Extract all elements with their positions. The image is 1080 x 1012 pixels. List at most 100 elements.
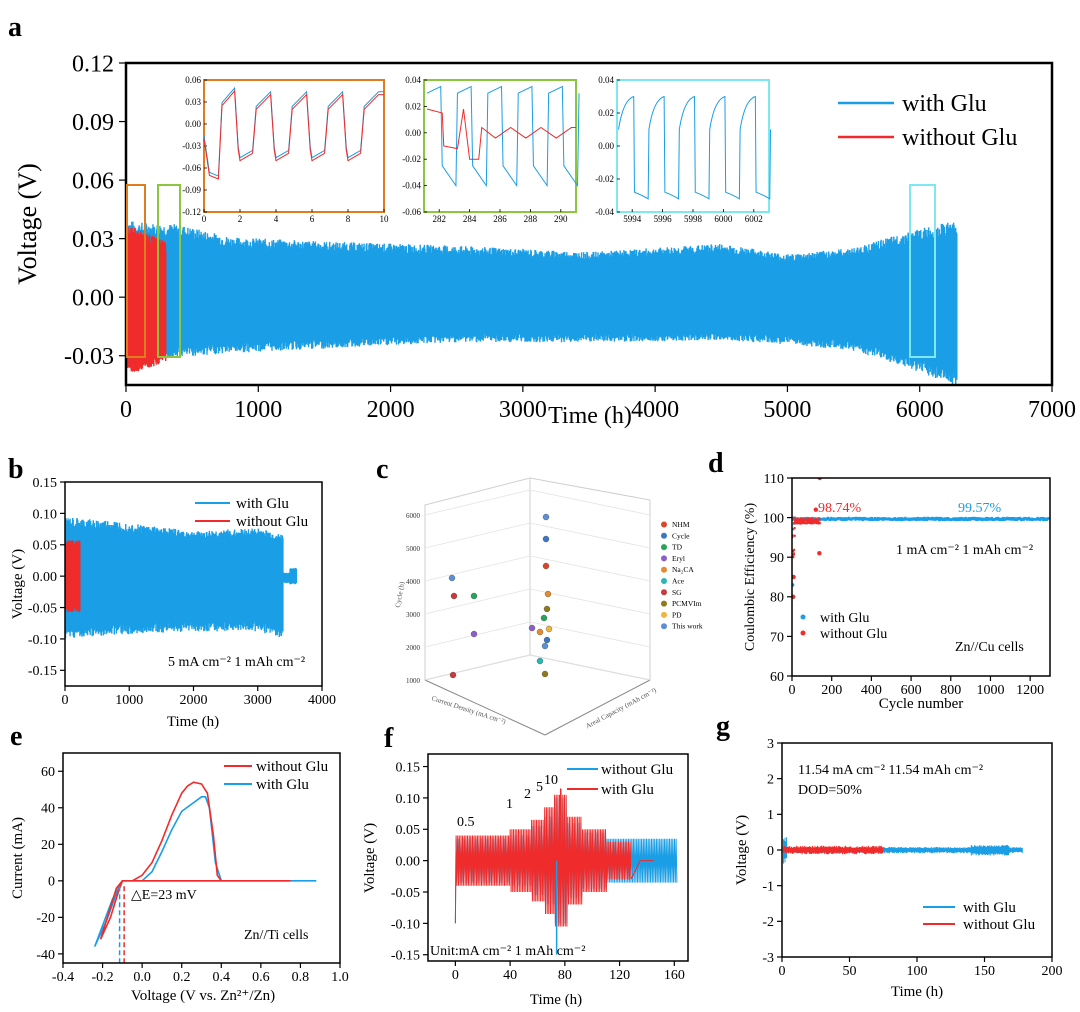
- z-tick-label: 5000: [406, 545, 421, 553]
- scatter-point: [541, 642, 549, 650]
- y-tick-label: 0.05: [33, 539, 58, 554]
- legend-marker: [661, 521, 667, 528]
- panel-c-zticks: 6000 5000 4000 3000 2000 1000: [406, 512, 421, 685]
- y-tick-label: 110: [764, 472, 784, 487]
- legend-b-noglu: without Glu: [236, 514, 309, 530]
- y-tick-label: 70: [770, 630, 784, 645]
- inset-y-tick-label: 0.02: [405, 101, 421, 111]
- y-tick-label: 90: [770, 551, 784, 566]
- x-tick-label: 3000: [499, 397, 547, 423]
- inset-y-tick-label: 0.00: [598, 141, 614, 151]
- y-tick-label: 0.06: [72, 168, 114, 194]
- panel-f-frame: [427, 753, 689, 962]
- y-tick-label: 80: [770, 591, 784, 606]
- scatter-point: [544, 590, 552, 598]
- panel-a-legend: with Glu without Glu: [838, 91, 1017, 151]
- inset-x-tick-label: 10: [380, 214, 390, 224]
- panel-g-series: [782, 837, 1023, 864]
- y-tick-label: 1: [767, 808, 774, 823]
- grid-line: [424, 555, 531, 582]
- y-tick-label: 0.03: [72, 227, 114, 253]
- legend-label: PD: [672, 610, 682, 619]
- panel-f-ylabel: Voltage (V): [362, 823, 378, 893]
- inset-y-tick-label: -0.02: [595, 174, 614, 184]
- y-tick-label: 0.09: [72, 110, 114, 136]
- panel-label-c: c: [376, 454, 388, 485]
- x-tick-label: -0.4: [52, 970, 74, 985]
- y-tick-label: -0.15: [391, 949, 420, 964]
- inset-1-frame: [203, 79, 385, 213]
- panel-g: 0 50 100 150 200 3 2 1 0 -1 -2 -3 Time (h) Voltage …: [734, 737, 1063, 1000]
- inset-x-tick-label: 0: [202, 214, 207, 224]
- x-tick-label: 160: [664, 968, 685, 983]
- y-tick-label: 0.00: [396, 855, 421, 870]
- scatter-point: [542, 535, 550, 543]
- panel-c-legend: NHM Cycle TD Eryl Na₂CA Ace SG PCMVIm PD This wor…: [661, 520, 703, 631]
- rate-label-10: 10: [544, 773, 558, 788]
- panel-f: 0 40 80 120 160 0.15 0.10 0.05 0.00 -0.05 -0.10 -0.…: [362, 753, 689, 1008]
- x-tick-label: 1.0: [331, 970, 349, 985]
- legend-d-glu: with Glu: [820, 611, 869, 626]
- inset-x-tick-label: 6000: [714, 214, 733, 224]
- y-tick-label: -1: [762, 880, 774, 895]
- z-tick-label: 3000: [406, 611, 421, 619]
- panel-g-ylabel: Voltage (V): [734, 815, 750, 885]
- inset-y-tick-label: -0.06: [182, 163, 201, 173]
- legend-label: PCMVIm: [672, 599, 702, 608]
- inset-2: 282 284 286 288 290 0.04 0.02 0.00 -0.02 -0.04 -0.…: [402, 75, 580, 224]
- x-tick-label: 1000: [976, 683, 1004, 698]
- y-tick-label: 40: [41, 802, 55, 817]
- legend-label: Ace: [672, 577, 685, 586]
- panel-a: 0 1000 2000 3000 4000 5000 6000 7000 -0.03 0.00 0.…: [13, 51, 1076, 429]
- inset-y-tick-label: -0.04: [595, 207, 614, 217]
- x-tick-label: 0.8: [292, 970, 310, 985]
- panel-f-xlabel: Time (h): [530, 992, 582, 1008]
- scatter-point: [543, 605, 551, 613]
- x-tick-label: 0.4: [213, 970, 231, 985]
- legend-e-glu: with Glu: [256, 777, 309, 793]
- inset-x-tick-label: 284: [463, 214, 477, 224]
- x-tick-label: 600: [901, 683, 922, 698]
- legend-d-marker-glu: [800, 614, 806, 620]
- series-without-glu: [99, 781, 291, 940]
- panel-label-f: f: [384, 723, 394, 754]
- legend-a-glu: with Glu: [902, 91, 987, 117]
- panel-label-e: e: [10, 721, 22, 752]
- x-tick-label: -0.2: [91, 970, 113, 985]
- series-without-glu-point: [813, 507, 819, 512]
- panel-g-ticks: 0 50 100 150 200 3 2 1 0 -1 -2 -3: [762, 737, 1062, 979]
- y-tick-label: -0.05: [391, 886, 420, 901]
- z-tick-label: 6000: [406, 512, 421, 520]
- inset-y-tick-label: 0.00: [405, 128, 421, 138]
- y-tick-label: -0.10: [391, 917, 420, 932]
- x-tick-label: 100: [907, 964, 928, 979]
- panel-a-series: [126, 221, 958, 385]
- z-tick-label: 1000: [406, 677, 421, 685]
- series-with-glu: [126, 221, 958, 385]
- legend-label: NHM: [672, 520, 690, 529]
- inset-x-tick-label: 5998: [684, 214, 703, 224]
- y-tick-label: -40: [36, 948, 55, 963]
- legend-a-noglu: without Glu: [902, 125, 1017, 151]
- x-tick-label: 4000: [631, 397, 679, 423]
- inset-3: 5994 5996 5998 6000 6002 0.04 0.02 0.00 -0.02 -0.…: [595, 75, 772, 224]
- panel-c-floor-edge: [424, 679, 546, 736]
- grid-line: [424, 522, 531, 549]
- panel-d-ticks: 0 200 400 600 800 1000 1200 110 100 90 80 70 60: [763, 472, 1044, 698]
- legend-marker: [661, 544, 667, 551]
- panel-b: 0 1000 2000 3000 4000 0.15 0.10 0.05 0.00 -0.05 -0…: [10, 476, 336, 730]
- panel-d-cell-label: Zn//Cu cells: [955, 640, 1024, 655]
- scatter-point: [449, 671, 457, 679]
- series-without-glu-point: [792, 594, 796, 599]
- panel-e-cell-label: Zn//Ti cells: [244, 928, 308, 943]
- inset-y-tick-label: 0.02: [598, 108, 614, 118]
- legend-label: Eryl: [672, 554, 685, 563]
- x-tick-label: 80: [558, 968, 572, 983]
- x-tick-label: 0: [120, 397, 132, 423]
- scatter-point: [536, 657, 544, 665]
- panel-label-g: g: [716, 711, 730, 742]
- panel-b-xlabel: Time (h): [167, 714, 219, 730]
- panel-a-ticks: 0 1000 2000 3000 4000 5000 6000 7000 -0.03 0.00 0.…: [64, 51, 1076, 423]
- y-tick-label: -0.03: [64, 344, 114, 370]
- inset-x-tick-label: 288: [524, 214, 538, 224]
